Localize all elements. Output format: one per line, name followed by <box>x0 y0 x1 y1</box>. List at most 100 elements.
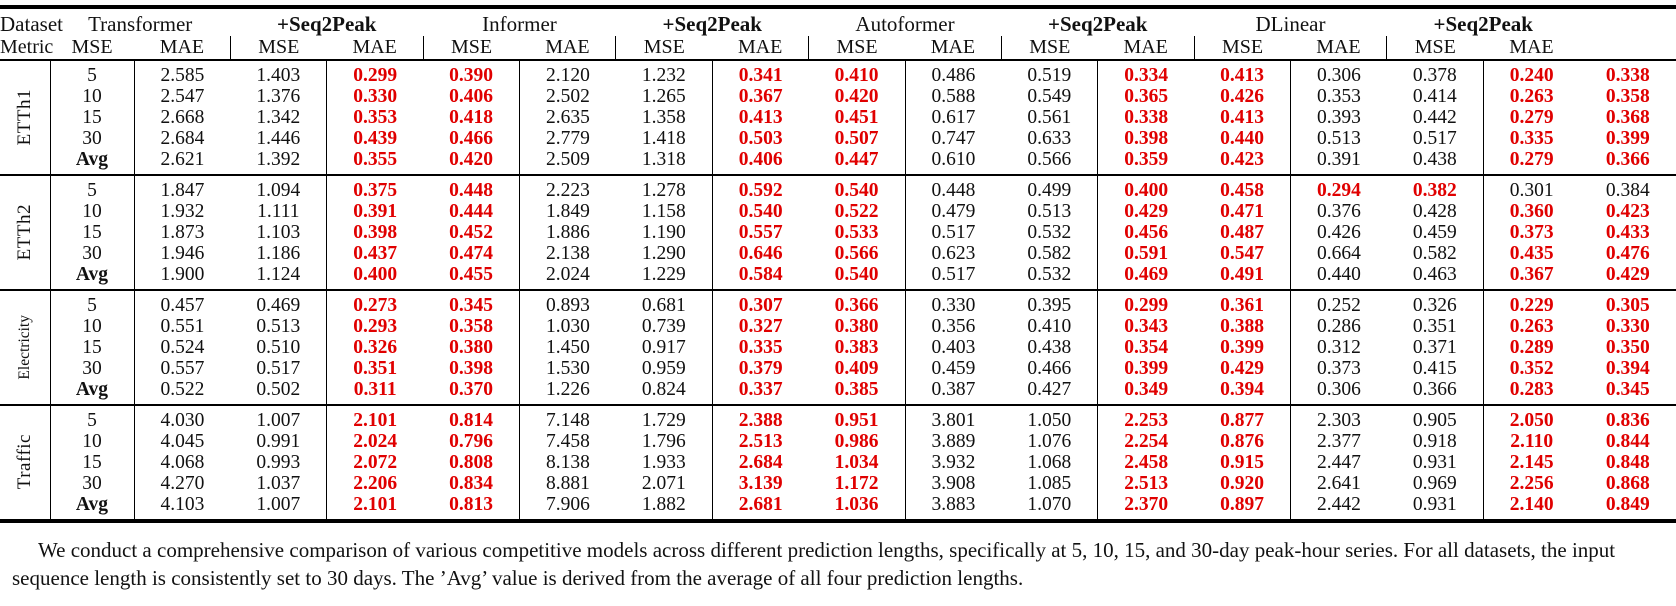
value-cell: 0.557 <box>738 222 783 243</box>
value-cell: 3.932 <box>931 452 976 473</box>
value-cell: 0.283 <box>1509 379 1554 400</box>
metric-cell: 5 <box>50 290 135 316</box>
metric-cell: 5 <box>50 405 135 431</box>
value-cell: 4.068 <box>160 452 205 473</box>
value-cell: 0.986 <box>808 431 906 452</box>
header-mae: MAE <box>134 36 231 60</box>
value-cell: 0.330 <box>353 86 398 107</box>
value-cell: 0.561 <box>1001 107 1099 128</box>
table-row: 30 0.557 0.517 0.351 0.398 1.530 0.959 0.379 0.4… <box>0 358 1676 379</box>
value-cell: 1.232 <box>615 60 713 86</box>
value-cell: 0.394 <box>1194 379 1292 405</box>
metric-cell: 30 <box>50 243 135 264</box>
value-cell: 0.959 <box>615 358 713 379</box>
value-cell: 2.547 <box>160 86 205 107</box>
value-cell: 1.190 <box>615 222 713 243</box>
value-cell: 0.499 <box>1001 175 1099 201</box>
value-cell: 0.307 <box>738 295 783 316</box>
value-cell: 0.479 <box>931 201 976 222</box>
value-cell: 0.338 <box>1605 65 1650 86</box>
value-cell: 0.623 <box>931 243 976 264</box>
header-mae: MAE <box>326 36 424 60</box>
value-cell: 0.476 <box>1605 243 1650 264</box>
value-cell: 0.384 <box>1605 180 1650 201</box>
value-cell: 0.448 <box>931 180 976 201</box>
metric-cell: 30 <box>50 358 135 379</box>
header-model-name: +Seq2Peak <box>277 12 377 36</box>
value-cell: 3.139 <box>738 473 783 494</box>
value-cell: 1.933 <box>615 452 713 473</box>
value-cell: 0.311 <box>353 379 397 400</box>
value-cell: 0.540 <box>808 264 906 290</box>
value-cell: 0.466 <box>423 128 521 149</box>
table-row: Traffic 5 4.030 1.007 2.101 0.814 7.148 1.729 2.… <box>0 405 1676 521</box>
value-cell: 0.326 <box>353 337 398 358</box>
value-cell: 1.873 <box>160 222 205 243</box>
value-cell: 0.592 <box>738 180 783 201</box>
value-cell: 0.458 <box>1194 175 1292 201</box>
value-cell: 0.834 <box>423 473 521 494</box>
table-row: Avg 0.522 0.502 0.311 0.370 1.226 0.824 0.337 0.… <box>0 379 1676 405</box>
value-cell: 0.466 <box>1001 358 1099 379</box>
value-cell: 2.388 <box>738 410 783 431</box>
value-cell: 0.566 <box>1001 149 1099 175</box>
metric-cell: 10 <box>50 431 135 452</box>
value-cell: 0.367 <box>738 86 783 107</box>
value-cell: 0.474 <box>423 243 521 264</box>
metric-cell: 15 <box>50 337 135 358</box>
value-cell: 2.138 <box>546 243 590 264</box>
value-cell: 0.326 <box>1386 290 1484 316</box>
metric-cell: 30 <box>50 128 135 149</box>
value-cell: 0.306 <box>1317 379 1361 400</box>
value-cell: 0.334 <box>1124 65 1169 86</box>
value-cell: 3.889 <box>931 431 976 452</box>
value-cell: 0.327 <box>738 316 783 337</box>
value-cell: 0.351 <box>353 358 398 379</box>
value-cell: 0.400 <box>1124 180 1169 201</box>
value-cell: 2.101 <box>353 410 398 431</box>
value-cell: 0.510 <box>230 337 328 358</box>
value-cell: 1.450 <box>546 337 590 358</box>
value-cell: 0.391 <box>353 201 398 222</box>
value-cell: 0.517 <box>931 222 976 243</box>
value-cell: 0.502 <box>230 379 328 405</box>
value-cell: 2.502 <box>546 86 590 107</box>
value-cell: 0.471 <box>1194 201 1292 222</box>
value-cell: 1.886 <box>546 222 590 243</box>
value-cell: 4.103 <box>160 494 205 515</box>
value-cell: 1.290 <box>615 243 713 264</box>
value-cell: 0.551 <box>160 316 205 337</box>
table-row: 10 0.551 0.513 0.293 0.358 1.030 0.739 0.327 0.3… <box>0 316 1676 337</box>
value-cell: 1.094 <box>230 175 328 201</box>
dataset-group: ETTh2 5 1.847 1.094 0.375 0.448 2.223 1.278 0.59… <box>0 175 1676 290</box>
value-cell: 0.517 <box>931 264 976 285</box>
value-cell: 0.813 <box>423 494 521 521</box>
value-cell: 0.503 <box>738 128 783 149</box>
value-cell: 0.391 <box>1317 149 1361 170</box>
value-cell: 1.796 <box>615 431 713 452</box>
metric-cell: 5 <box>50 175 135 201</box>
value-cell: 0.301 <box>1509 180 1554 201</box>
value-cell: 0.398 <box>423 358 521 379</box>
value-cell: 0.897 <box>1194 494 1292 521</box>
value-cell: 1.342 <box>230 107 328 128</box>
value-cell: 1.278 <box>615 175 713 201</box>
value-cell: 0.398 <box>353 222 398 243</box>
value-cell: 0.524 <box>160 337 205 358</box>
value-cell: 0.294 <box>1317 180 1361 201</box>
value-cell: 0.350 <box>1605 337 1650 358</box>
value-cell: 0.299 <box>353 65 398 86</box>
value-cell: 0.455 <box>423 264 521 290</box>
value-cell: 2.024 <box>546 264 590 285</box>
value-cell: 0.263 <box>1509 316 1554 337</box>
metric-cell: 5 <box>50 60 135 86</box>
value-cell: 0.418 <box>423 107 521 128</box>
value-cell: 0.557 <box>160 358 205 379</box>
value-cell: 0.451 <box>808 107 906 128</box>
value-cell: 0.399 <box>1194 337 1292 358</box>
value-cell: 0.379 <box>738 358 783 379</box>
value-cell: 1.030 <box>546 316 590 337</box>
header-mse: MSE <box>71 36 113 58</box>
value-cell: 2.442 <box>1317 494 1361 515</box>
value-cell: 0.388 <box>1194 316 1292 337</box>
